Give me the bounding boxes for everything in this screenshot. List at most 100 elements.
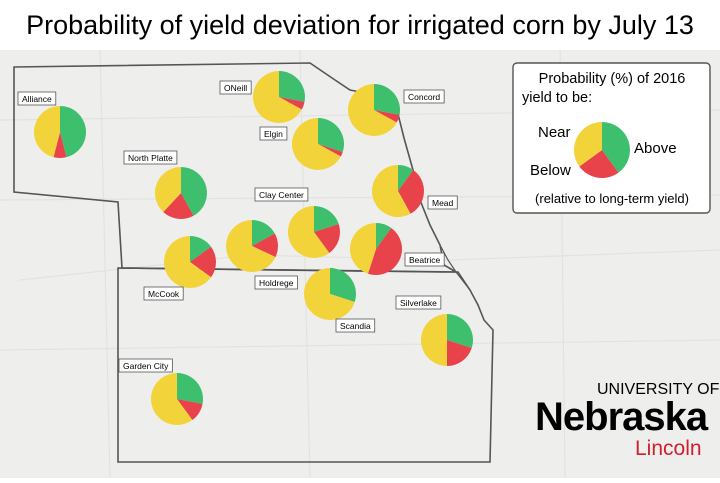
- site-label-box-north-platte: [123, 150, 178, 165]
- site-mead-near-slice: [372, 165, 411, 218]
- site-label-box-concord: [403, 89, 445, 104]
- site-elgin-pie: [291, 118, 344, 171]
- site-alliance-above-slice: [60, 106, 87, 158]
- legend-title: Probability (%) of 2016: [539, 71, 686, 87]
- site-silverlake-near-slice: [421, 314, 447, 366]
- site-oneill-near-slice: [253, 71, 302, 123]
- site-north-platte-above-slice: [181, 167, 207, 216]
- site-garden-city-below-slice: [177, 399, 203, 421]
- site-holdrege-above-slice: [252, 220, 275, 246]
- site-label-oneill: ONeill: [224, 83, 247, 93]
- site-concord-pie: [348, 84, 400, 136]
- site-north-platte-pie: [155, 167, 207, 219]
- logo-university-of: UNIVERSITY OF: [597, 381, 720, 398]
- site-label-box-scandia: [335, 318, 376, 333]
- legend-below-slice: [579, 150, 619, 179]
- site-concord-near-slice: [348, 84, 397, 136]
- site-elgin-near-slice: [291, 118, 341, 171]
- site-beatrice-near-slice: [350, 223, 376, 274]
- map-title: Probability of yield deviation for irrig…: [26, 9, 694, 40]
- site-mead-above-slice: [398, 165, 414, 191]
- legend-near-slice: [574, 122, 602, 167]
- site-label-garden-city: Garden City: [123, 361, 169, 371]
- site-label-box-alliance: [17, 91, 57, 106]
- site-label-beatrice: Beatrice: [409, 255, 440, 265]
- site-label-elgin: Elgin: [264, 129, 283, 139]
- site-mccook-below-slice: [190, 246, 216, 278]
- site-mccook-pie: [164, 236, 216, 288]
- map-panel[interactable]: Alliance ONeill Concord Elgin North Platte Me…: [0, 49, 720, 479]
- legend-above-label: Above: [634, 140, 677, 157]
- site-label-box-garden-city: [118, 358, 173, 373]
- site-scandia-pie: [304, 268, 356, 320]
- site-oneill-pie: [253, 71, 305, 123]
- legend-pie: [574, 121, 631, 179]
- site-beatrice-above-slice: [376, 223, 392, 249]
- site-scandia-near-slice: [304, 268, 355, 320]
- pie-layer: [34, 71, 474, 425]
- site-label-box-clay-center: [254, 187, 309, 202]
- site-beatrice-below-slice: [367, 227, 402, 275]
- logo-lincoln: Lincoln: [635, 437, 702, 460]
- site-holdrege-near-slice: [226, 220, 276, 272]
- legend-above-slice: [602, 121, 631, 173]
- site-garden-city-pie: [151, 373, 204, 425]
- legend-subtitle: yield to be:: [522, 90, 592, 106]
- site-oneill-above-slice: [279, 71, 305, 102]
- site-mead-pie: [372, 165, 424, 218]
- site-label-north-platte: North Platte: [128, 153, 173, 163]
- site-garden-city-above-slice: [177, 373, 204, 404]
- site-elgin-above-slice: [318, 118, 344, 153]
- site-label-clay-center: Clay Center: [259, 190, 304, 200]
- site-label-box-mccook: [143, 286, 184, 301]
- site-concord-above-slice: [374, 84, 400, 115]
- site-clay-center-above-slice: [314, 205, 339, 232]
- site-north-platte-near-slice: [155, 167, 181, 212]
- site-concord-below-slice: [374, 110, 400, 123]
- legend-note: (relative to long-term yield): [535, 191, 689, 206]
- site-elgin-below-slice: [318, 144, 343, 157]
- site-label-box-beatrice: [404, 252, 445, 267]
- site-silverlake-above-slice: [447, 314, 474, 349]
- site-label-box-holdrege: [254, 275, 298, 290]
- site-clay-center-near-slice: [288, 206, 330, 258]
- legend-below-label: Below: [530, 162, 571, 179]
- logo-nebraska: Nebraska: [535, 395, 709, 439]
- map-canvas[interactable]: Alliance ONeill Concord Elgin North Platte Me…: [0, 49, 720, 479]
- site-mccook-near-slice: [164, 236, 212, 288]
- site-label-box-elgin: [259, 126, 288, 141]
- site-beatrice-pie: [350, 223, 402, 275]
- site-silverlake-pie: [421, 314, 474, 366]
- site-label-mccook: McCook: [148, 289, 180, 299]
- site-label-box-mead: [427, 195, 458, 210]
- site-label-silverlake: Silverlake: [400, 298, 437, 308]
- site-holdrege-below-slice: [252, 233, 278, 258]
- label-layer: Alliance ONeill Concord Elgin North Platte Me…: [17, 80, 458, 373]
- kansas-border: [117, 267, 494, 463]
- site-label-mead: Mead: [432, 198, 454, 208]
- site-clay-center-below-slice: [314, 223, 340, 254]
- site-holdrege-pie: [226, 220, 278, 272]
- site-north-platte-below-slice: [163, 193, 194, 219]
- site-oneill-below-slice: [279, 97, 305, 110]
- missouri-river: [439, 244, 471, 291]
- site-label-concord: Concord: [408, 92, 440, 102]
- legend-near-label: Near: [538, 124, 571, 141]
- site-label-holdrege: Holdrege: [259, 278, 294, 288]
- university-logo: UNIVERSITY OF Nebraska Lincoln: [535, 381, 720, 460]
- site-label-alliance: Alliance: [22, 94, 52, 104]
- site-silverlake-below-slice: [447, 340, 472, 366]
- site-mccook-above-slice: [190, 236, 212, 262]
- site-label-box-silverlake: [395, 295, 442, 310]
- site-label-scandia: Scandia: [340, 321, 371, 331]
- legend: Probability (%) of 2016 yield to be: Nea…: [512, 62, 711, 214]
- site-label-box-oneill: [219, 80, 252, 95]
- site-scandia-above-slice: [330, 268, 356, 303]
- legend-sample-pie: [574, 121, 631, 179]
- site-alliance-near-slice: [34, 106, 60, 158]
- site-alliance-pie: [34, 106, 87, 158]
- site-mead-below-slice: [398, 169, 424, 214]
- site-garden-city-near-slice: [151, 373, 193, 425]
- site-clay-center-pie: [288, 205, 340, 258]
- site-alliance-below-slice: [53, 132, 67, 158]
